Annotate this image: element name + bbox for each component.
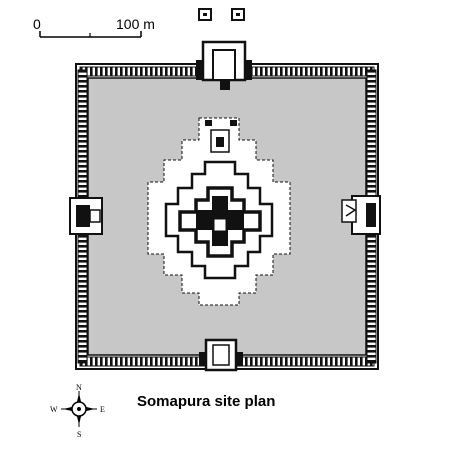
north-gateway	[196, 40, 252, 90]
scale-start-label: 0	[33, 16, 41, 32]
north-shrine-right	[231, 8, 245, 21]
central-temple	[147, 117, 291, 306]
temple-inner-sanctum	[213, 218, 227, 232]
compass-south-label: S	[77, 430, 81, 439]
south-gateway	[199, 338, 243, 372]
compass-west-label: W	[50, 405, 58, 414]
compass-north-label: N	[76, 383, 82, 392]
scale-bar: 0 100 m	[33, 16, 155, 38]
west-gateway	[69, 197, 103, 235]
compass-rose: N S E W	[50, 383, 105, 439]
scale-end-label: 100 m	[116, 16, 155, 32]
map-caption: Somapura site plan	[137, 393, 276, 410]
compass-east-label: E	[100, 405, 105, 414]
north-shrine-left	[198, 8, 212, 21]
east-gateway	[341, 195, 381, 235]
